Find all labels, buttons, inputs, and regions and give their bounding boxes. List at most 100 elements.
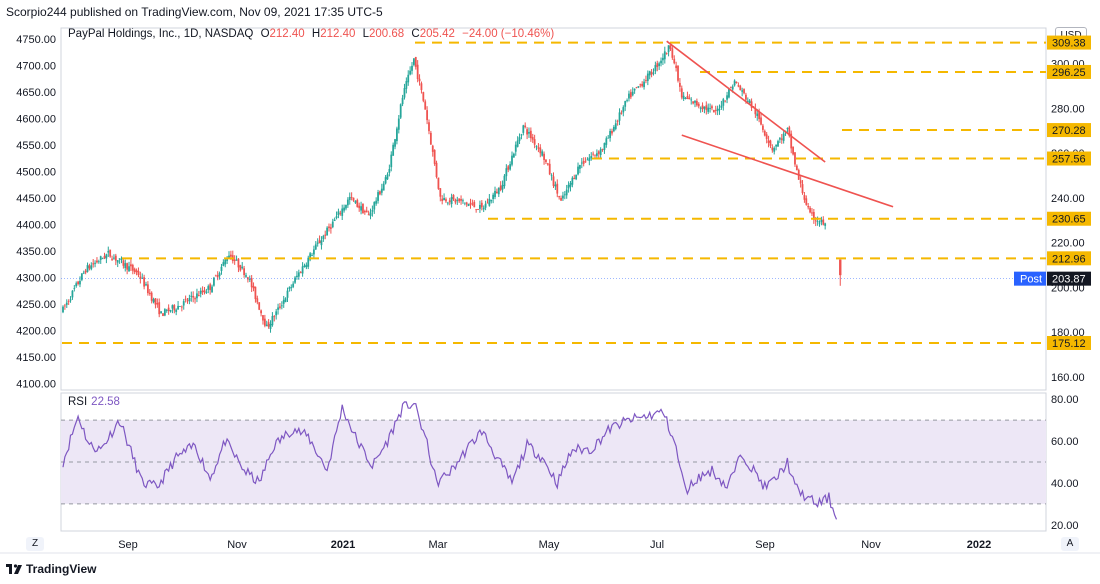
candle-body — [277, 307, 279, 310]
level-badge — [1047, 251, 1091, 266]
candle-body — [807, 205, 810, 208]
candle-body — [369, 212, 372, 216]
candle-body — [697, 103, 700, 107]
candle-body — [699, 107, 702, 109]
candle-body — [722, 99, 725, 106]
candle-body — [462, 200, 464, 202]
candle-body — [273, 316, 276, 318]
candle-body — [816, 221, 819, 222]
candle-body — [335, 216, 338, 218]
candle-body — [535, 145, 538, 147]
candle-body — [788, 127, 791, 137]
rsi-legend: RSI 22.58 — [68, 396, 120, 408]
candle-body — [741, 90, 744, 92]
auto-scale-button[interactable]: A — [1061, 537, 1079, 551]
candle-body — [407, 74, 410, 83]
candle-body — [409, 70, 412, 75]
timezone-button[interactable]: Z — [26, 537, 44, 551]
right-axis-tick-label: 220.00 — [1051, 238, 1085, 250]
candle-body — [184, 298, 187, 300]
candle-body — [758, 111, 761, 120]
candle-body — [233, 259, 236, 261]
candle-body — [363, 211, 366, 213]
candle-body — [73, 288, 76, 290]
support-resistance-levels: 309.38 296.25 270.28 257.56 230.65 212.96 175.… — [61, 35, 1091, 350]
candle-body — [524, 125, 527, 128]
candle-body — [380, 188, 383, 193]
candle-body — [339, 212, 342, 214]
left-axis-tick-label: 4450.00 — [16, 193, 56, 205]
candle-body — [86, 265, 89, 272]
candle-body — [177, 305, 179, 310]
candle-body — [237, 258, 240, 268]
ohlc-close: C205.42 — [411, 28, 455, 40]
candle-body — [360, 206, 362, 211]
level-label: 257.56 — [1052, 154, 1086, 166]
candle-body — [107, 250, 110, 253]
left-axis-tick-label: 4750.00 — [16, 34, 56, 46]
level-badge — [1047, 211, 1091, 226]
candle-body — [782, 133, 785, 141]
candle-body — [467, 204, 470, 206]
candle-body — [756, 113, 759, 117]
level-label: 175.12 — [1052, 338, 1086, 350]
candle-body — [612, 127, 615, 132]
candle-body — [463, 202, 466, 204]
candle-body — [675, 65, 678, 69]
candle-body — [503, 175, 506, 187]
candle-body — [579, 165, 581, 169]
candle-body — [375, 200, 378, 204]
candle-body — [528, 131, 530, 134]
candle-body — [228, 255, 230, 258]
candle-body — [114, 255, 117, 261]
candle-body — [684, 98, 687, 99]
candle-body — [695, 100, 698, 106]
level-badge — [1047, 35, 1091, 50]
left-axis-tick-label: 4550.00 — [16, 140, 56, 152]
candle-body — [158, 302, 161, 315]
candle-body — [148, 292, 151, 294]
candle-body — [514, 144, 517, 152]
candle-body — [629, 92, 632, 98]
candle-body — [320, 240, 323, 246]
candle-body — [588, 157, 591, 161]
candle-body — [526, 129, 528, 135]
candle-body — [677, 65, 679, 81]
candle-body — [418, 78, 421, 82]
left-axis-tick-label: 4300.00 — [16, 273, 56, 285]
candle-body — [156, 303, 159, 305]
candle-body — [511, 155, 513, 165]
gap-candle-body — [839, 259, 842, 276]
candle-body — [471, 203, 474, 205]
time-axis-label: Sep — [755, 539, 775, 551]
post-price-badge — [1047, 271, 1091, 286]
candle-body — [565, 189, 568, 196]
candle-body — [669, 45, 672, 49]
candle-body — [401, 97, 404, 105]
candle-body — [77, 281, 79, 285]
candle-body — [754, 107, 757, 115]
candle-body — [539, 147, 542, 154]
candle-body — [456, 200, 459, 201]
candle-body — [205, 291, 208, 293]
candle-body — [139, 276, 142, 279]
candle-body — [731, 86, 734, 90]
candle-body — [654, 65, 657, 72]
candle-body — [145, 284, 147, 286]
trendlines — [666, 40, 894, 208]
candle-body — [203, 290, 206, 293]
ohlc-high: H212.40 — [311, 28, 356, 40]
candle-body — [62, 306, 64, 313]
candle-body — [595, 153, 598, 156]
candle-body — [724, 100, 727, 102]
candle-body — [822, 219, 825, 225]
time-axis: Sep Nov 2021 Mar May Jul Sep Nov 2022 — [118, 539, 991, 551]
post-label-badge — [1014, 271, 1046, 286]
candle-body — [735, 81, 738, 84]
candle-body — [435, 162, 438, 177]
candle-body — [358, 205, 361, 209]
candle-body — [658, 63, 661, 66]
candle-body — [614, 123, 617, 129]
candle-body — [690, 99, 693, 101]
